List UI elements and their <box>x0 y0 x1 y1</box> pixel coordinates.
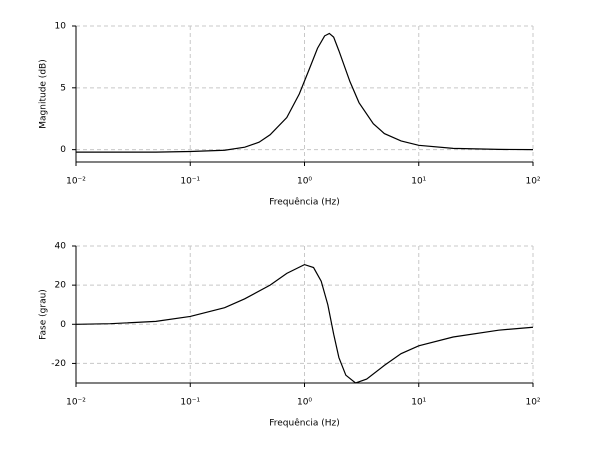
x-tick-label: 10² <box>525 398 540 408</box>
x-tick-label: 10² <box>525 177 540 187</box>
y-tick-label: 10 <box>55 22 67 32</box>
x-tick-label: 10⁻¹ <box>180 398 200 408</box>
y-axis-label: Fase (grau) <box>39 289 49 340</box>
y-tick-label: 20 <box>55 281 67 291</box>
y-axis-label: Magnitude (dB) <box>39 59 49 128</box>
x-axis-label: Frequência (Hz) <box>269 418 340 429</box>
x-tick-label: 10¹ <box>411 398 426 408</box>
x-tick-label: 10⁻¹ <box>180 177 200 187</box>
line-series <box>76 32 534 153</box>
x-tick-label: 10⁻² <box>66 177 86 187</box>
y-tick-label: 5 <box>60 83 66 93</box>
y-tick-label: -20 <box>51 359 66 369</box>
x-axis-label: Frequência (Hz) <box>269 197 340 208</box>
line-series <box>75 263 534 384</box>
x-tick-label: 10⁰ <box>297 177 312 187</box>
x-tick-label: 10⁰ <box>297 398 312 408</box>
y-tick-label: 0 <box>60 320 66 330</box>
y-tick-label: 40 <box>55 242 67 252</box>
x-tick-label: 10¹ <box>411 177 426 187</box>
x-tick-label: 10⁻² <box>66 398 86 408</box>
y-tick-label: 0 <box>60 145 66 155</box>
